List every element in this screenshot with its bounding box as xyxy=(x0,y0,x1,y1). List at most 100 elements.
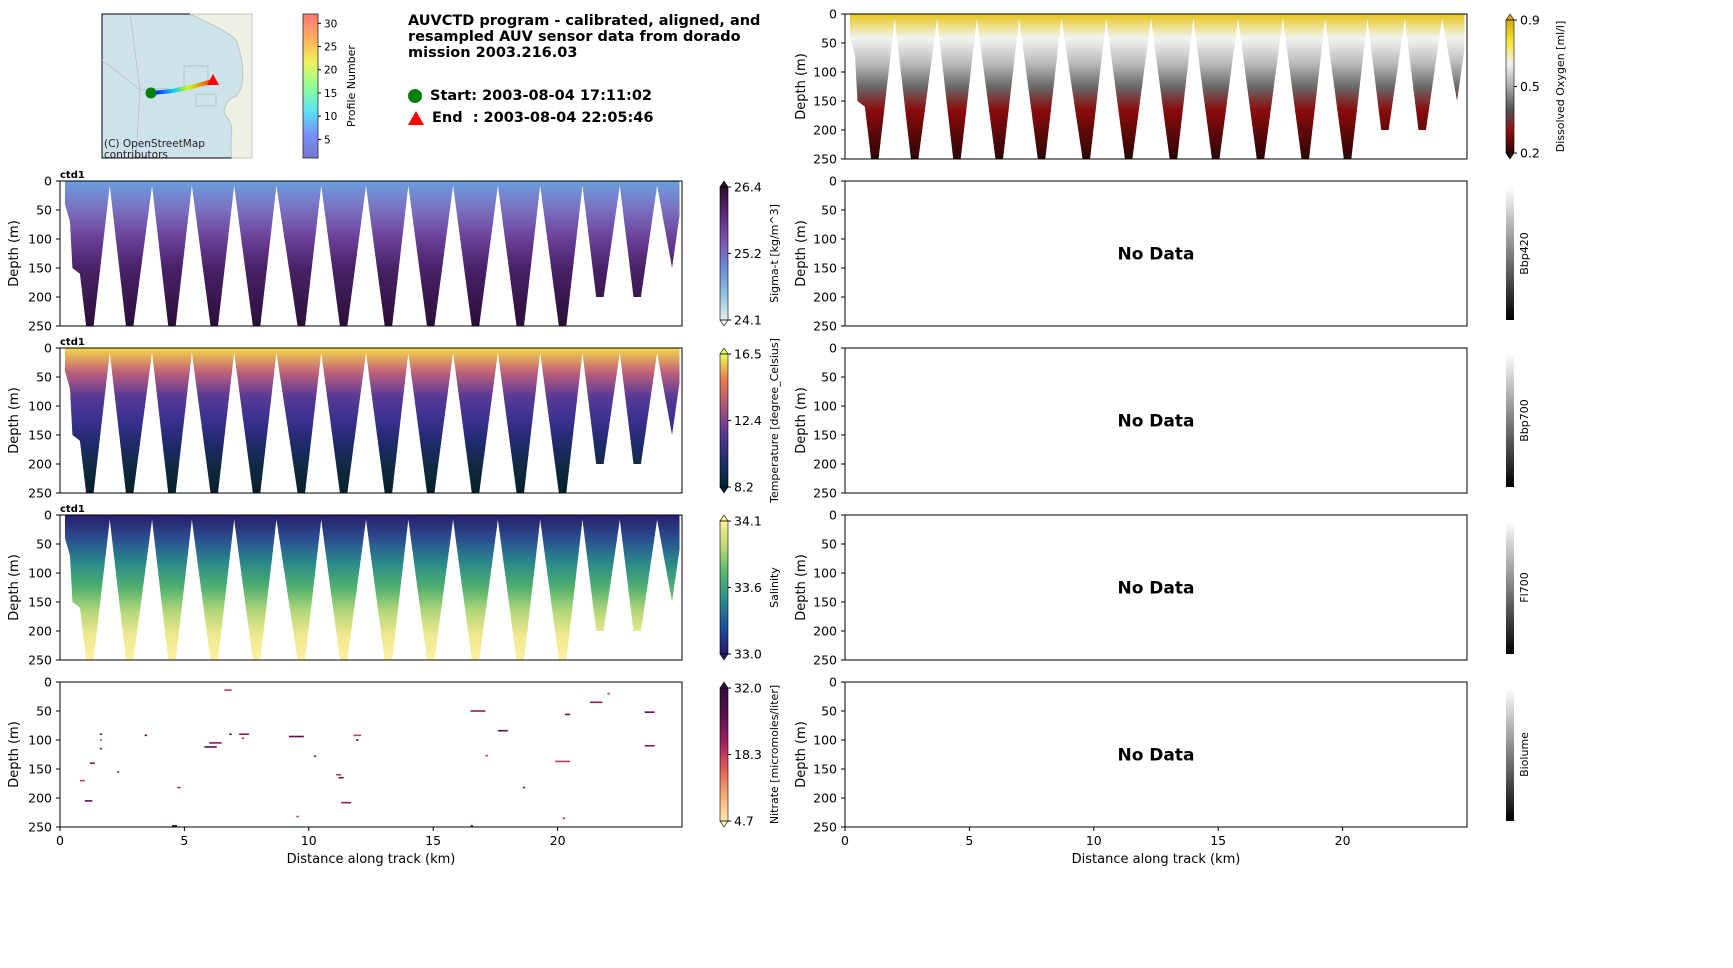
y-tick-label: 250 xyxy=(813,319,837,334)
x-axis-label: Distance along track (km) xyxy=(1072,852,1241,867)
colorbar-label: Bbp700 xyxy=(1518,399,1531,442)
x-tick-label: 10 xyxy=(1086,833,1102,848)
start-label: Start: 2003-08-04 17:11:02 xyxy=(430,88,653,104)
colorbar-sigma xyxy=(720,187,728,320)
end-label: End : 2003-08-04 22:05:46 xyxy=(432,110,654,126)
y-tick-label: 0 xyxy=(829,7,837,22)
x-tick-label: 20 xyxy=(550,833,566,848)
colorbar-extend-bottom xyxy=(719,653,729,661)
y-tick-label: 150 xyxy=(813,94,837,109)
x-tick-label: 0 xyxy=(56,833,64,848)
y-tick-label: 200 xyxy=(28,624,52,639)
y-tick-label: 200 xyxy=(813,624,837,639)
colorbar-tick-label: 0.9 xyxy=(1520,13,1540,28)
y-tick-label: 250 xyxy=(28,319,52,334)
y-tick-label: 250 xyxy=(28,486,52,501)
colorbar-tick-label: 15 xyxy=(324,88,337,100)
colorbar-tick-label: 34.1 xyxy=(734,514,762,529)
axes-frame xyxy=(844,514,1468,661)
colorbar-tick-label: 0.2 xyxy=(1520,146,1540,161)
colorbar-tick-label: 8.2 xyxy=(734,480,754,495)
colorbar-label: Sigma-t [kg/m^3] xyxy=(768,204,781,303)
y-tick-label: 150 xyxy=(813,261,837,276)
axes-frame xyxy=(844,180,1468,327)
y-tick-label: 50 xyxy=(36,704,52,719)
panel-biolume: No Data 0 50 100 150 200 250 Depth (m) 0 5 10 15 20 D… xyxy=(794,675,1531,868)
y-tick-label: 250 xyxy=(813,653,837,668)
y-tick-label: 200 xyxy=(813,290,837,305)
colorbar-tick-label: 4.7 xyxy=(734,814,754,829)
y-tick-label: 100 xyxy=(28,399,52,414)
y-tick-label: 150 xyxy=(813,595,837,610)
no-data-label: No Data xyxy=(1117,579,1194,599)
instrument-tag: ctd1 xyxy=(60,170,85,181)
y-tick-label: 100 xyxy=(813,399,837,414)
y-tick-label: 0 xyxy=(829,174,837,189)
no-data-label: No Data xyxy=(1117,746,1194,766)
coastline xyxy=(189,13,253,159)
y-axis-label: Depth (m) xyxy=(7,554,22,621)
y-tick-label: 200 xyxy=(813,791,837,806)
no-data-label: No Data xyxy=(1117,412,1194,432)
colorbar-oxygen xyxy=(1506,20,1514,153)
y-tick-label: 200 xyxy=(813,457,837,472)
sigma-data-field xyxy=(64,181,680,326)
colorbar-tick-label: 24.1 xyxy=(734,313,762,328)
colorbar-tick-label: 10 xyxy=(324,111,337,123)
y-axis-label: Depth (m) xyxy=(794,53,809,120)
axes-frame xyxy=(844,13,1468,160)
oxygen-data-field xyxy=(849,14,1465,159)
colorbar-extend-bottom xyxy=(719,486,729,494)
instrument-tag: ctd1 xyxy=(60,504,85,515)
y-tick-label: 200 xyxy=(28,290,52,305)
axes-frame xyxy=(59,681,683,828)
y-tick-label: 150 xyxy=(28,762,52,777)
y-tick-label: 250 xyxy=(813,820,837,835)
y-tick-label: 200 xyxy=(28,457,52,472)
colorbar-extend-bottom xyxy=(719,319,729,327)
colorbar-tick-label: 20 xyxy=(324,65,337,77)
y-tick-label: 100 xyxy=(813,232,837,247)
y-tick-label: 150 xyxy=(28,261,52,276)
panel-oxygen: 0 50 100 150 200 250 Depth (m) 0.9 0.5 0.2 Dissolv… xyxy=(794,7,1567,167)
panel-bbp700: No Data 0 50 100 150 200 250 Depth (m) Bbp700 xyxy=(794,341,1531,501)
colorbar-bbp700 xyxy=(1506,354,1514,487)
axes-frame xyxy=(59,514,683,661)
colorbar-temp xyxy=(720,354,728,487)
colorbar-tick-label: 12.4 xyxy=(734,413,762,428)
start-legend-icon xyxy=(408,89,422,103)
y-tick-label: 150 xyxy=(28,595,52,610)
legend-start: Start: 2003-08-04 17:11:02 xyxy=(408,88,652,104)
end-marker xyxy=(207,74,219,85)
colorbar-tick-label: 0.5 xyxy=(1520,79,1540,94)
colorbar-extend-top xyxy=(719,180,729,188)
colorbar-tick-label: 32.0 xyxy=(734,681,762,696)
axes-frame xyxy=(844,347,1468,494)
colorbar-tick-label: 30 xyxy=(324,18,337,30)
y-tick-label: 200 xyxy=(28,791,52,806)
x-tick-label: 15 xyxy=(425,833,441,848)
overview-map xyxy=(101,13,253,159)
y-axis-label: Depth (m) xyxy=(7,721,22,788)
y-tick-label: 0 xyxy=(44,508,52,523)
colorbar-salinity xyxy=(720,521,728,654)
colorbar-label: Bbp420 xyxy=(1518,232,1531,275)
y-tick-label: 0 xyxy=(44,174,52,189)
y-tick-label: 50 xyxy=(36,537,52,552)
y-tick-label: 100 xyxy=(28,232,52,247)
y-tick-label: 150 xyxy=(813,428,837,443)
x-tick-label: 10 xyxy=(301,833,317,848)
profile-colorbar-label: Profile Number xyxy=(345,45,358,127)
colorbar-label: Fl700 xyxy=(1518,572,1531,602)
y-tick-label: 0 xyxy=(829,675,837,690)
panel-nitrate: 0 50 100 150 200 250 Depth (m) 0 5 10 15 20 Distance… xyxy=(7,675,781,868)
temp-data-field xyxy=(64,348,680,493)
colorbar-extend-top xyxy=(719,514,729,522)
y-tick-label: 150 xyxy=(813,762,837,777)
y-tick-label: 50 xyxy=(821,203,837,218)
colorbar-tick-label: 33.6 xyxy=(734,580,762,595)
y-tick-label: 200 xyxy=(813,123,837,138)
colorbar-extend-top xyxy=(719,681,729,689)
y-tick-label: 250 xyxy=(28,653,52,668)
y-tick-label: 0 xyxy=(829,508,837,523)
